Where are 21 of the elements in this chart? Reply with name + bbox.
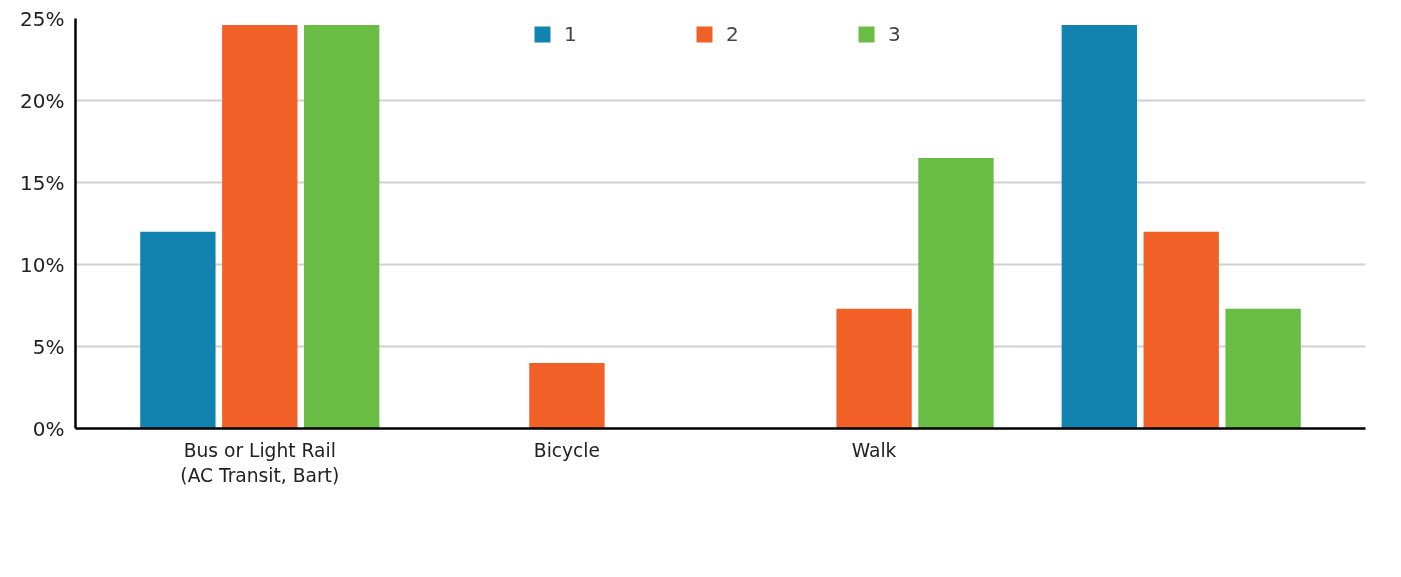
bar xyxy=(836,308,912,429)
y-tick-label: 25% xyxy=(20,6,65,31)
bar xyxy=(304,25,380,429)
legend-label: 2 xyxy=(726,22,740,46)
y-tick-label: 15% xyxy=(20,170,65,195)
legend-label: 1 xyxy=(564,22,578,46)
y-tick-label: 5% xyxy=(32,334,65,359)
bar xyxy=(222,25,298,429)
bar xyxy=(529,362,605,429)
bar xyxy=(918,157,994,429)
y-tick-label: 0% xyxy=(32,416,65,441)
x-tick-label: Walk xyxy=(851,439,897,461)
x-tick-label: Bus or Light Rail (AC Transit, Bart) xyxy=(180,439,340,486)
y-tick-label: 20% xyxy=(20,88,65,113)
bar xyxy=(1061,25,1137,429)
bar xyxy=(1225,308,1301,429)
x-tick-label: Bicycle xyxy=(533,439,601,461)
bar xyxy=(140,231,216,429)
legend-label: 3 xyxy=(888,22,902,46)
y-tick-label: 10% xyxy=(20,252,65,277)
bar xyxy=(1143,231,1219,429)
